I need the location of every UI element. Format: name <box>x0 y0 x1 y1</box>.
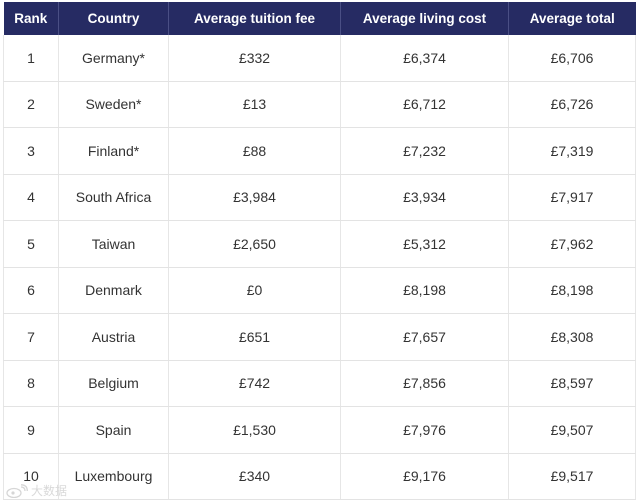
cell-rank: 5 <box>3 220 59 268</box>
cell-country: Spain <box>58 406 169 454</box>
table-row: 4 South Africa £3,984 £3,934 £7,917 <box>3 174 636 221</box>
cell-average-total: £9,507 <box>508 406 636 454</box>
cell-country: Sweden* <box>58 81 169 128</box>
table-header: Rank Country Average tuition fee Average… <box>3 2 636 35</box>
cell-rank: 1 <box>3 35 59 82</box>
table-row: 10 Luxembourg £340 £9,176 £9,517 <box>3 453 636 500</box>
cell-average-living-cost: £8,198 <box>340 267 509 314</box>
watermark-text: 大数据 <box>31 484 68 498</box>
table-row: 6 Denmark £0 £8,198 £8,198 <box>3 267 636 314</box>
watermark: 大数据 <box>6 482 67 499</box>
cell-average-living-cost: £7,657 <box>340 313 509 361</box>
weibo-logo-icon <box>6 483 28 498</box>
table-row: 9 Spain £1,530 £7,976 £9,507 <box>3 406 636 454</box>
cell-average-tuition-fee: £340 <box>168 453 341 500</box>
cell-country: Taiwan <box>58 220 169 268</box>
cell-average-tuition-fee: £332 <box>168 35 341 82</box>
cell-country: Finland* <box>58 127 169 175</box>
cell-average-tuition-fee: £742 <box>168 360 341 407</box>
cell-average-total: £6,706 <box>508 35 636 82</box>
cell-average-total: £8,308 <box>508 313 636 361</box>
cell-average-tuition-fee: £88 <box>168 127 341 175</box>
cell-country: Luxembourg <box>58 453 169 500</box>
cell-average-tuition-fee: £13 <box>168 81 341 128</box>
header-average-total: Average total <box>508 2 636 35</box>
cell-average-living-cost: £9,176 <box>340 453 509 500</box>
table-row: 2 Sweden* £13 £6,712 £6,726 <box>3 81 636 128</box>
cell-rank: 7 <box>3 313 59 361</box>
cell-country: South Africa <box>58 174 169 221</box>
cell-average-total: £8,198 <box>508 267 636 314</box>
cell-average-living-cost: £6,712 <box>340 81 509 128</box>
table-row: 5 Taiwan £2,650 £5,312 £7,962 <box>3 220 636 268</box>
cell-rank: 6 <box>3 267 59 314</box>
table-body: 1 Germany* £332 £6,374 £6,706 2 Sweden* £13 £6,7… <box>3 35 636 500</box>
table-row: 1 Germany* £332 £6,374 £6,706 <box>3 35 636 82</box>
table-row: 7 Austria £651 £7,657 £8,308 <box>3 313 636 361</box>
cell-rank: 2 <box>3 81 59 128</box>
cell-country: Denmark <box>58 267 169 314</box>
cell-average-living-cost: £7,232 <box>340 127 509 175</box>
cell-average-tuition-fee: £1,530 <box>168 406 341 454</box>
cell-rank: 9 <box>3 406 59 454</box>
cell-rank: 3 <box>3 127 59 175</box>
table-row: 8 Belgium £742 £7,856 £8,597 <box>3 360 636 407</box>
cell-average-living-cost: £7,856 <box>340 360 509 407</box>
cell-average-tuition-fee: £651 <box>168 313 341 361</box>
cell-average-total: £8,597 <box>508 360 636 407</box>
cell-country: Germany* <box>58 35 169 82</box>
cell-country: Belgium <box>58 360 169 407</box>
cell-average-total: £7,917 <box>508 174 636 221</box>
cell-average-total: £9,517 <box>508 453 636 500</box>
header-row: Rank Country Average tuition fee Average… <box>3 2 636 35</box>
ranking-table: Rank Country Average tuition fee Average… <box>3 2 636 500</box>
cell-average-living-cost: £5,312 <box>340 220 509 268</box>
cell-average-tuition-fee: £2,650 <box>168 220 341 268</box>
cell-rank: 4 <box>3 174 59 221</box>
cell-average-tuition-fee: £0 <box>168 267 341 314</box>
cell-average-tuition-fee: £3,984 <box>168 174 341 221</box>
header-average-living-cost: Average living cost <box>340 2 509 35</box>
cell-average-living-cost: £7,976 <box>340 406 509 454</box>
header-country: Country <box>58 2 169 35</box>
table-row: 3 Finland* £88 £7,232 £7,319 <box>3 127 636 175</box>
cell-average-total: £7,319 <box>508 127 636 175</box>
header-average-tuition-fee: Average tuition fee <box>168 2 341 35</box>
cell-rank: 8 <box>3 360 59 407</box>
cell-average-total: £7,962 <box>508 220 636 268</box>
cell-country: Austria <box>58 313 169 361</box>
cell-average-living-cost: £3,934 <box>340 174 509 221</box>
cell-average-living-cost: £6,374 <box>340 35 509 82</box>
cell-average-total: £6,726 <box>508 81 636 128</box>
header-rank: Rank <box>3 2 59 35</box>
